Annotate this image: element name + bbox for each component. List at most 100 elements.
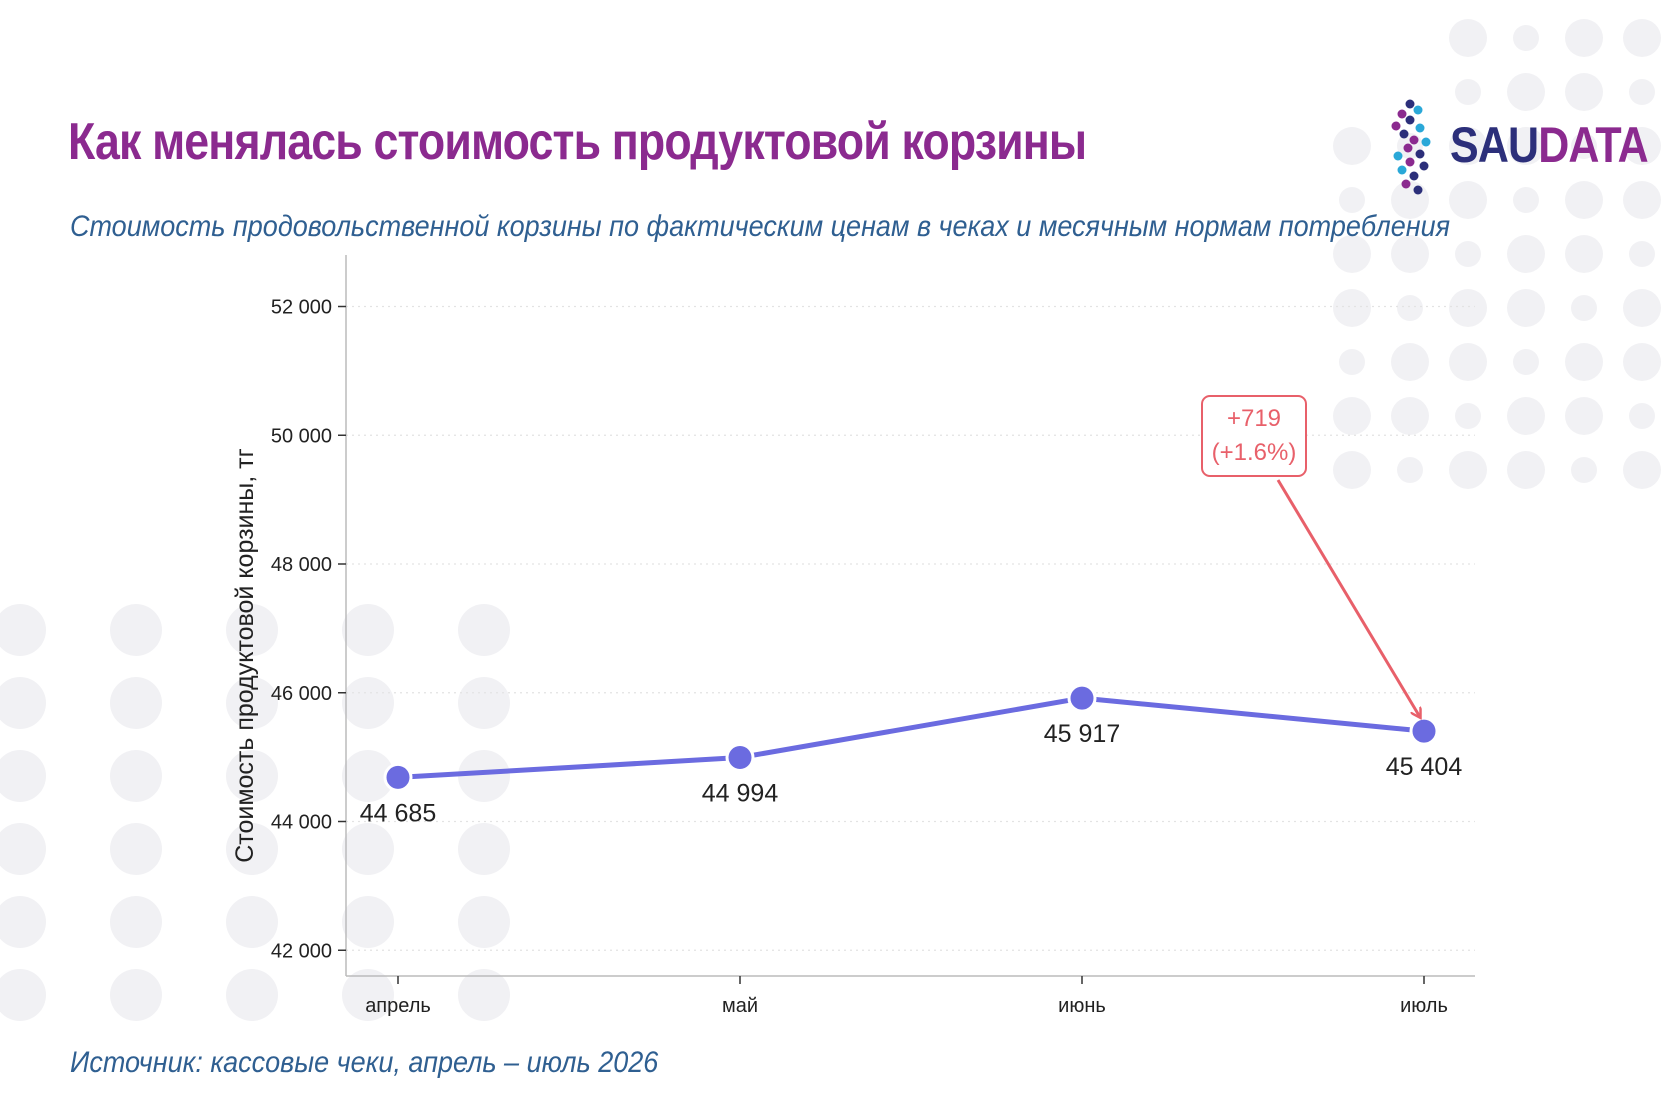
logo-dot [1397, 165, 1407, 175]
decor-dot [458, 969, 510, 1021]
decor-dot [0, 969, 46, 1021]
decor-dot [110, 896, 162, 948]
logo-dot [1405, 115, 1415, 125]
decor-dot [110, 677, 162, 729]
decor-dot [1507, 289, 1545, 327]
decor-dot [1455, 79, 1481, 105]
decor-dot [0, 823, 46, 875]
decor-dot [226, 823, 278, 875]
logo-dot [1397, 109, 1407, 119]
decor-dot [1507, 127, 1545, 165]
decor-dot [1333, 289, 1371, 327]
logo-dot [1415, 149, 1425, 159]
decor-dot [458, 896, 510, 948]
x-tick-label: апрель [365, 995, 431, 1017]
decor-dot [1391, 235, 1429, 273]
decor-dot [1623, 127, 1661, 165]
decor-dot [1391, 397, 1429, 435]
y-tick-label: 50 000 [271, 425, 332, 447]
decor-dot [1629, 403, 1655, 429]
decor-dot [1507, 235, 1545, 273]
logo-dot [1413, 105, 1423, 115]
x-axis-ticks: апрель май июнь июль [365, 976, 1448, 1017]
logo-dot [1415, 123, 1425, 133]
y-axis-ticks: 42 000 44 000 46 000 48 000 50 000 52 000 [271, 297, 346, 962]
y-tick-label: 42 000 [271, 940, 332, 962]
y-tick-label: 48 000 [271, 554, 332, 576]
logo-mark-icon [1391, 99, 1431, 195]
decor-dot [342, 896, 394, 948]
decor-dot [1333, 127, 1371, 165]
decor-dot [110, 604, 162, 656]
decor-dot [110, 969, 162, 1021]
decor-dot [1449, 343, 1487, 381]
annotation-box [1201, 395, 1307, 477]
y-tick-label: 44 000 [271, 812, 332, 834]
logo-dot [1419, 161, 1429, 171]
decor-dot [1455, 241, 1481, 267]
page-subtitle: Стоимость продовольственной корзины по ф… [70, 210, 1451, 243]
decor-dot [1339, 349, 1365, 375]
logo-dot [1421, 137, 1431, 147]
decor-dot [458, 750, 510, 802]
decor-dot [226, 750, 278, 802]
decor-dot [1565, 397, 1603, 435]
decor-dot [342, 677, 394, 729]
annotation-change-percent: (+1.6%) [1212, 439, 1297, 466]
decor-dot [1449, 289, 1487, 327]
grid-lines [346, 305, 1475, 951]
decor-dot [1507, 73, 1545, 111]
decor-dot [1391, 343, 1429, 381]
logo-dot [1399, 129, 1409, 139]
decor-dot [1565, 181, 1603, 219]
logo-wordmark: SAUDATA [1450, 116, 1649, 174]
logo-dot [1391, 121, 1401, 131]
logo-dot [1409, 135, 1419, 145]
decor-dot [1623, 343, 1661, 381]
decor-dot [1565, 235, 1603, 273]
data-point [1409, 716, 1439, 746]
page-title: Как менялась стоимость продуктовой корзи… [68, 113, 1087, 171]
data-point [383, 762, 413, 792]
logo-dot [1409, 171, 1419, 181]
decor-dot [226, 969, 278, 1021]
decor-dot [226, 677, 278, 729]
data-label: 44 685 [360, 799, 436, 827]
data-points [383, 683, 1439, 792]
decor-dot [1565, 343, 1603, 381]
data-point [1067, 683, 1097, 713]
saudata-logo: SAUDATA [1380, 96, 1649, 196]
decor-dot [110, 823, 162, 875]
logo-dot [1413, 185, 1423, 195]
decor-dot [1333, 235, 1371, 273]
data-label: 45 917 [1044, 720, 1120, 748]
annotation-change-value: +719 [1227, 405, 1281, 432]
data-label: 45 404 [1386, 753, 1463, 781]
decor-dot [1571, 133, 1597, 159]
decor-dot [1455, 403, 1481, 429]
decor-dot [1629, 79, 1655, 105]
decor-dot [110, 750, 162, 802]
decor-dot [1507, 451, 1545, 489]
change-annotation: +719 (+1.6%) [1201, 395, 1420, 717]
decor-dot [1449, 181, 1487, 219]
logo-dot [1403, 143, 1413, 153]
logo-dot [1401, 179, 1411, 189]
decor-dot [0, 677, 46, 729]
decor-dot [1571, 457, 1597, 483]
data-labels: 44 685 44 994 45 917 45 404 [360, 720, 1463, 827]
logo-dot [1405, 99, 1415, 109]
data-point [725, 743, 755, 773]
decor-dot [1339, 187, 1365, 213]
y-tick-label: 52 000 [271, 297, 332, 319]
decor-dot [1513, 349, 1539, 375]
decor-dot [342, 823, 394, 875]
decor-dot [1623, 181, 1661, 219]
source-note: Источник: кассовые чеки, апрель – июль 2… [70, 1046, 659, 1079]
decor-dot [1449, 127, 1487, 165]
series-line [397, 695, 1425, 780]
decor-dot [226, 604, 278, 656]
decor-dot [342, 604, 394, 656]
decor-dot [1449, 19, 1487, 57]
